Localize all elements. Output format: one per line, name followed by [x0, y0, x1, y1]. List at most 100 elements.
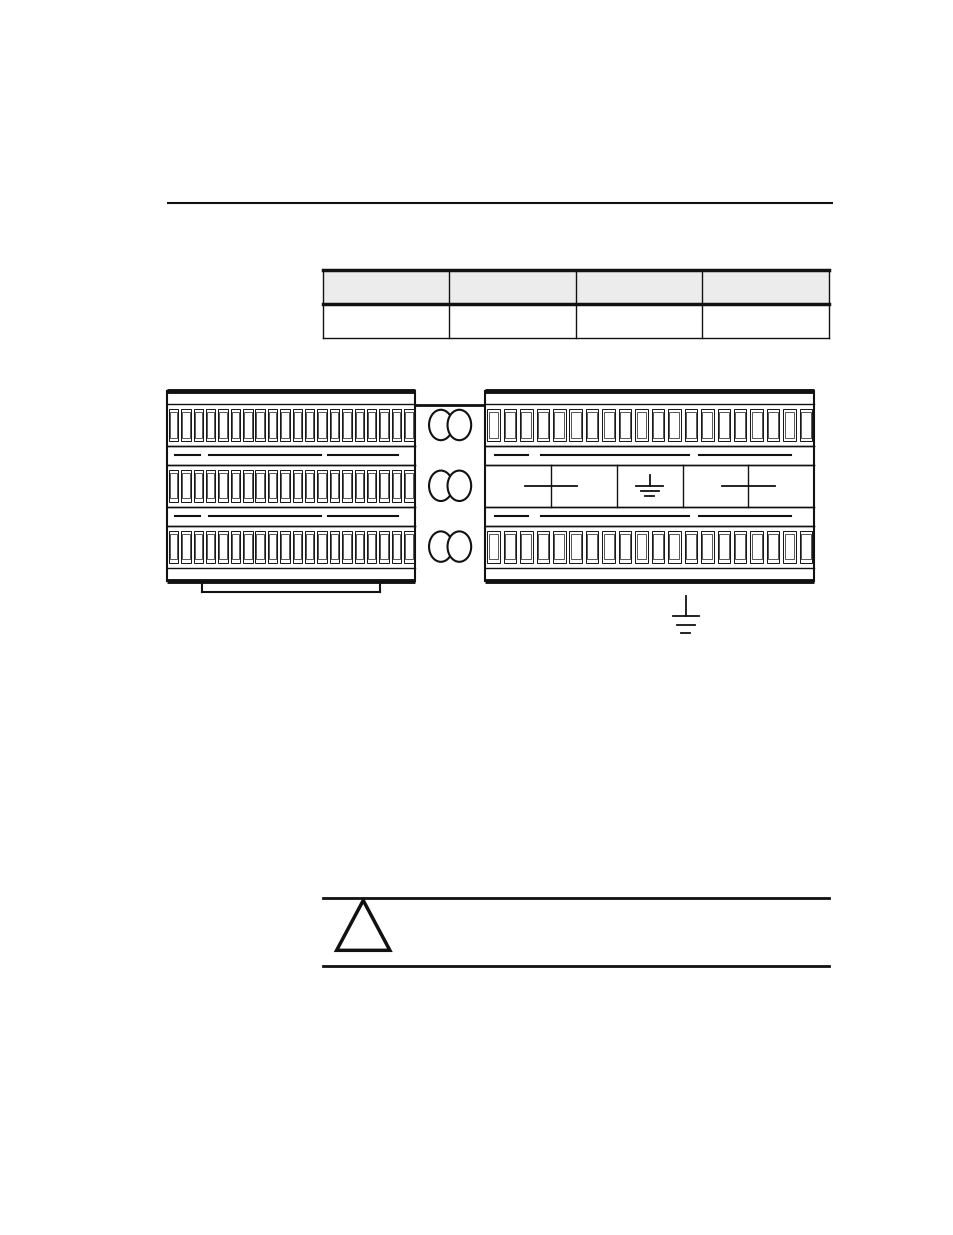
Bar: [587, 412, 597, 437]
Bar: [735, 534, 744, 559]
Bar: [182, 473, 190, 499]
Bar: [504, 412, 515, 437]
Bar: [355, 534, 362, 559]
Circle shape: [447, 531, 471, 562]
Bar: [206, 531, 215, 562]
Bar: [380, 412, 387, 437]
Bar: [782, 409, 795, 441]
Bar: [488, 412, 497, 437]
Bar: [169, 469, 178, 501]
Bar: [355, 409, 364, 441]
Bar: [218, 469, 228, 501]
Bar: [404, 531, 413, 562]
Bar: [342, 409, 352, 441]
Bar: [219, 412, 227, 437]
Bar: [619, 534, 629, 559]
Bar: [782, 531, 795, 562]
Bar: [318, 412, 326, 437]
Bar: [243, 531, 253, 562]
Bar: [503, 531, 516, 562]
Bar: [393, 473, 399, 499]
Bar: [651, 409, 663, 441]
Bar: [194, 412, 202, 437]
Bar: [355, 469, 364, 501]
Bar: [685, 534, 695, 559]
Bar: [343, 473, 350, 499]
Bar: [392, 469, 400, 501]
Bar: [343, 412, 350, 437]
Polygon shape: [336, 900, 390, 950]
Bar: [487, 531, 499, 562]
Bar: [368, 473, 375, 499]
Bar: [322, 270, 828, 304]
Bar: [268, 531, 277, 562]
Bar: [554, 412, 563, 437]
Bar: [293, 531, 302, 562]
Bar: [330, 531, 339, 562]
Bar: [281, 473, 289, 499]
Circle shape: [429, 410, 453, 440]
Bar: [182, 412, 190, 437]
Bar: [306, 534, 314, 559]
Bar: [553, 531, 565, 562]
Bar: [305, 531, 314, 562]
Bar: [342, 531, 352, 562]
Bar: [169, 531, 178, 562]
Bar: [570, 534, 580, 559]
Bar: [718, 534, 728, 559]
Bar: [182, 534, 190, 559]
Bar: [635, 409, 647, 441]
Bar: [256, 534, 264, 559]
Bar: [207, 412, 214, 437]
Bar: [232, 412, 239, 437]
Bar: [801, 412, 810, 437]
Bar: [405, 473, 412, 499]
Bar: [167, 390, 415, 580]
Bar: [393, 412, 399, 437]
Bar: [767, 534, 778, 559]
Bar: [367, 469, 375, 501]
Bar: [569, 409, 581, 441]
Bar: [280, 531, 290, 562]
Bar: [717, 531, 729, 562]
Bar: [194, 534, 202, 559]
Bar: [392, 531, 400, 562]
Bar: [293, 469, 302, 501]
Bar: [667, 531, 679, 562]
Bar: [379, 409, 388, 441]
Bar: [169, 409, 178, 441]
Bar: [293, 409, 302, 441]
Bar: [181, 531, 191, 562]
Bar: [521, 412, 531, 437]
Bar: [206, 409, 215, 441]
Bar: [343, 534, 350, 559]
Bar: [181, 469, 191, 501]
Bar: [701, 412, 712, 437]
Bar: [783, 412, 794, 437]
Bar: [585, 531, 598, 562]
Bar: [231, 409, 240, 441]
Bar: [718, 412, 728, 437]
Bar: [799, 409, 811, 441]
Bar: [405, 412, 412, 437]
Circle shape: [447, 471, 471, 501]
Bar: [170, 534, 177, 559]
Bar: [653, 534, 662, 559]
Bar: [379, 531, 388, 562]
Bar: [194, 473, 202, 499]
Bar: [256, 412, 264, 437]
Bar: [355, 412, 362, 437]
Circle shape: [429, 471, 453, 501]
Circle shape: [447, 410, 471, 440]
Bar: [244, 534, 252, 559]
Bar: [618, 531, 631, 562]
Bar: [305, 409, 314, 441]
Bar: [380, 473, 387, 499]
Bar: [219, 473, 227, 499]
Bar: [603, 412, 613, 437]
Bar: [243, 469, 253, 501]
Bar: [519, 409, 532, 441]
Bar: [255, 409, 265, 441]
Bar: [404, 469, 413, 501]
Bar: [750, 409, 762, 441]
